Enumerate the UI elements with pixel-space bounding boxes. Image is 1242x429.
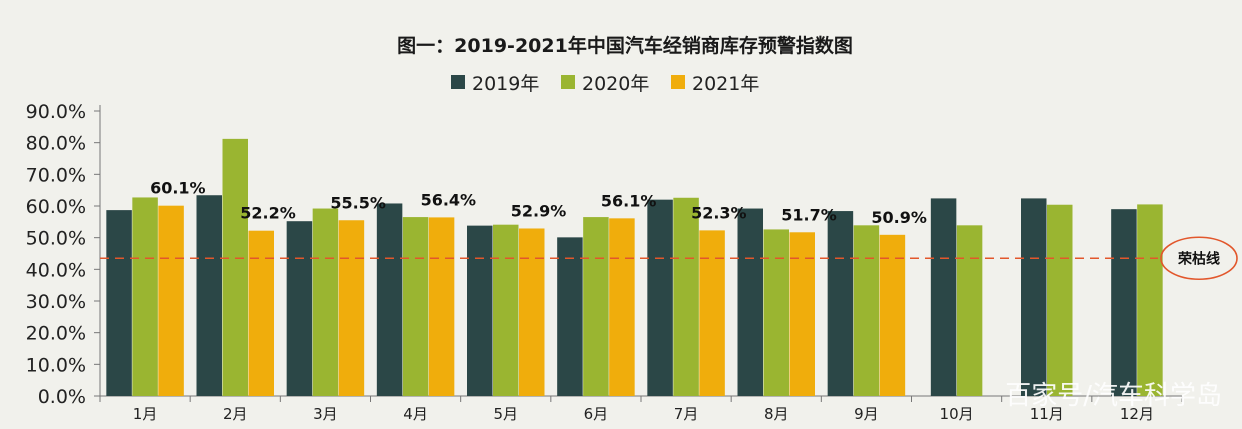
y-tick-label: 10.0%: [26, 354, 86, 376]
x-tick-label: 3月: [313, 405, 338, 423]
bar-2-4: [402, 217, 429, 396]
bar-1-9: [827, 211, 854, 396]
bar-3-1: [158, 205, 184, 396]
data-labels: 60.1% 52.2% 55.5% 56.4% 52.9% 56.1% 52.3% 51.7%…: [150, 179, 927, 227]
bar-3-8: [789, 232, 815, 396]
data-label: 56.1%: [601, 191, 657, 210]
data-label: 52.9%: [511, 201, 567, 220]
x-axis: 1月 2月 3月 4月 5月 6月 7月 8月 9月 10月 11月 12月: [99, 395, 1183, 423]
x-tick-label: 5月: [493, 405, 518, 423]
data-label: 55.5%: [330, 193, 386, 212]
bar-1-11: [1021, 198, 1047, 396]
x-tick-label: 4月: [403, 405, 428, 423]
bar-1-2: [196, 195, 222, 396]
bar-1-6: [557, 237, 583, 396]
bar-1-7: [647, 199, 673, 396]
bar-1-4: [376, 203, 403, 396]
data-label: 52.2%: [240, 204, 296, 223]
bar-2-7: [673, 197, 699, 396]
x-tick-label: 8月: [764, 405, 789, 423]
x-tick-label: 7月: [674, 405, 699, 423]
x-tick-label: 1月: [133, 405, 158, 423]
bar-3-7: [699, 230, 725, 396]
data-label: 56.4%: [421, 190, 477, 209]
bar-2-1: [132, 197, 158, 396]
legend-swatch-3: [671, 75, 685, 89]
watermark: 百家号/汽车科学岛: [1005, 381, 1222, 411]
data-label: 50.9%: [871, 208, 927, 227]
bar-1-8: [737, 208, 763, 396]
bar-2-9: [853, 225, 880, 396]
legend-swatch-1: [451, 75, 465, 89]
legend-swatch-2: [561, 75, 575, 89]
bar-3-5: [519, 228, 545, 396]
bar-1-12: [1111, 209, 1137, 396]
bar-2-10: [956, 225, 983, 396]
x-tick-label: 10月: [940, 405, 974, 423]
legend-label-1: 2019年: [472, 73, 539, 95]
reference-line-group: 荣枯线: [100, 236, 1238, 281]
bar-1-1: [106, 210, 132, 396]
y-axis: 0.0% 10.0% 20.0% 30.0% 40.0% 50.0% 60.0% 70.0% 8…: [26, 101, 101, 408]
y-tick-label: 0.0%: [38, 386, 86, 408]
bar-3-9: [879, 234, 906, 396]
bar-3-2: [248, 230, 274, 396]
bar-1-10: [930, 198, 957, 396]
y-tick-label: 50.0%: [26, 228, 86, 250]
bar-2-2: [222, 138, 248, 396]
bars: [106, 138, 1163, 396]
x-tick-label: 12月: [1120, 405, 1154, 423]
bar-1-3: [286, 221, 313, 396]
data-label: 60.1%: [150, 179, 206, 198]
bar-2-8: [763, 229, 789, 396]
legend-label-3: 2021年: [692, 73, 759, 95]
y-tick-label: 70.0%: [26, 164, 86, 186]
bar-2-3: [312, 208, 339, 396]
reference-label: 荣枯线: [1177, 250, 1220, 267]
bar-2-6: [583, 217, 609, 396]
x-tick-label: 9月: [854, 405, 879, 423]
bar-2-11: [1047, 204, 1073, 396]
x-tick-label: 11月: [1030, 405, 1064, 423]
bar-2-5: [493, 224, 519, 396]
x-tick-label: 2月: [223, 405, 248, 423]
bar-1-5: [467, 225, 493, 396]
bar-3-4: [428, 217, 455, 396]
data-label: 51.7%: [781, 205, 837, 224]
bar-2-12: [1137, 204, 1163, 396]
legend-label-2: 2020年: [582, 73, 649, 95]
y-tick-label: 80.0%: [26, 133, 86, 155]
data-label: 52.3%: [691, 203, 747, 222]
y-tick-label: 30.0%: [26, 291, 86, 313]
legend: 2019年 2020年 2021年: [451, 73, 759, 95]
reference-label-circle: [1160, 236, 1238, 281]
y-tick-label: 60.0%: [26, 196, 86, 218]
bar-3-3: [338, 220, 365, 396]
y-tick-label: 90.0%: [26, 101, 86, 123]
x-tick-label: 6月: [584, 405, 609, 423]
y-tick-label: 40.0%: [26, 259, 86, 281]
bar-3-6: [609, 218, 635, 396]
y-tick-label: 20.0%: [26, 323, 86, 345]
chart-title: 图一：2019-2021年中国汽车经销商库存预警指数图: [397, 34, 853, 57]
